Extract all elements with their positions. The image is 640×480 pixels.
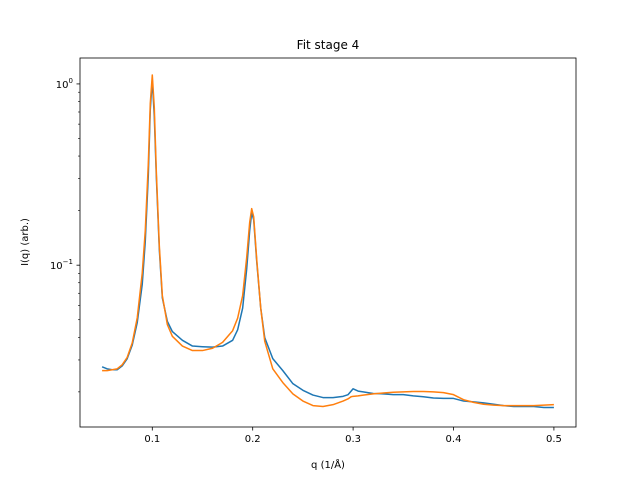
y-tick-label: 10−1: [50, 258, 73, 272]
plot-frame: [79, 57, 577, 428]
y-tick-label: 100: [56, 77, 73, 91]
x-axis: 0.1 0.2 0.3 0.4 0.5: [144, 427, 562, 445]
x-tick-label: 0.4: [446, 434, 462, 445]
series-layer: [101, 74, 554, 409]
series-line-2: [102, 74, 554, 408]
x-axis-label: q (1/Å): [311, 458, 345, 471]
chart-title: Fit stage 4: [297, 38, 360, 52]
y-axis: 100 10−1: [50, 77, 80, 393]
x-tick-label: 0.1: [144, 434, 160, 445]
x-tick-label: 0.3: [345, 434, 361, 445]
x-tick-label: 0.2: [245, 434, 261, 445]
y-axis-label: I(q) (arb.): [20, 218, 31, 266]
x-tick-label: 0.5: [546, 434, 562, 445]
